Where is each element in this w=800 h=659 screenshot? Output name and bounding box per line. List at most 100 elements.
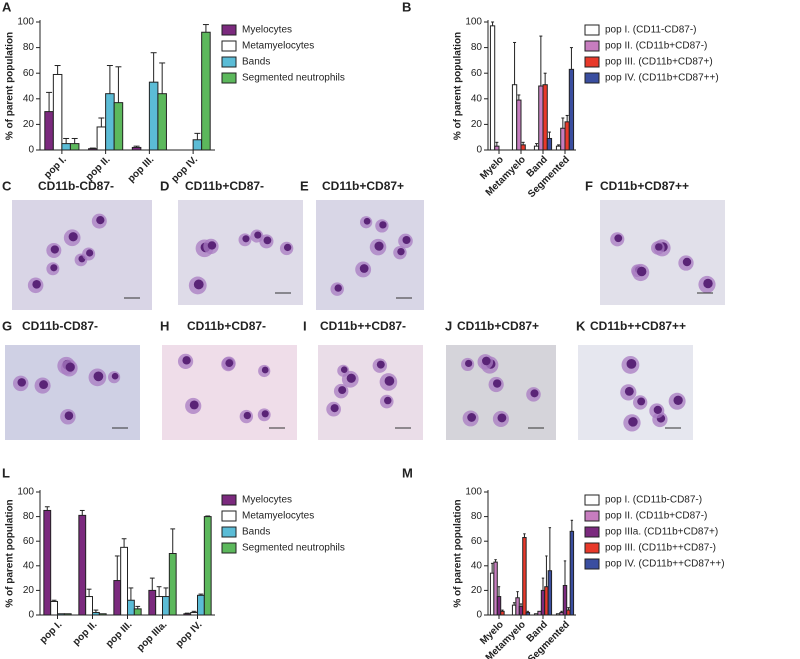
error-bar (71, 137, 78, 144)
panel-label: G (2, 318, 12, 333)
bar (201, 31, 211, 151)
error-bar (535, 143, 539, 147)
y-tick-label: 100 (465, 487, 482, 498)
legend-swatch (584, 542, 600, 554)
micrograph-title: CD11b++CD87- (320, 319, 406, 333)
legend-label: pop III. (CD11b+CD87+) (605, 57, 713, 68)
error-bar (54, 65, 61, 75)
x-tick-label: pop II. (71, 619, 100, 648)
nucleus (384, 376, 395, 386)
bar (520, 144, 526, 151)
error-bar (93, 609, 99, 613)
bar (61, 143, 71, 151)
error-bar (547, 131, 551, 139)
error-bar (98, 117, 105, 127)
error-bar (512, 602, 516, 606)
y-tick-label: 40 (23, 560, 35, 571)
nucleus (673, 395, 683, 405)
bar (516, 99, 522, 151)
panel-label: A (2, 0, 12, 14)
error-bar (106, 65, 113, 94)
bar (78, 514, 87, 616)
legend-swatch (221, 494, 237, 506)
nucleus (50, 245, 59, 254)
bar (52, 73, 63, 151)
y-tick-label: 20 (471, 119, 483, 130)
error-bar (516, 591, 519, 598)
nucleus (243, 411, 252, 420)
bar (564, 121, 570, 151)
error-bar (513, 41, 517, 85)
nucleus (703, 278, 713, 289)
error-bar (194, 132, 201, 140)
nucleus (283, 243, 292, 252)
legend-swatch (584, 510, 600, 522)
error-bar (569, 47, 573, 70)
legend-swatch (584, 494, 600, 506)
legend-swatch (221, 542, 237, 554)
error-bar (548, 527, 552, 571)
legend-swatch (584, 72, 600, 84)
nucleus (338, 386, 347, 395)
panel-label: H (160, 318, 169, 333)
error-bar (494, 559, 497, 563)
bar (515, 597, 520, 616)
legend-swatch (221, 526, 237, 538)
error-bar (191, 610, 197, 613)
nucleus (626, 358, 637, 369)
y-tick-label: 20 (23, 119, 35, 130)
bar (555, 613, 561, 616)
error-bar (79, 509, 85, 516)
panel-label: E (300, 178, 309, 193)
y-tick-label: 0 (28, 610, 34, 621)
legend-swatch (584, 24, 600, 36)
nucleus (636, 266, 647, 277)
bar (131, 146, 142, 151)
bar (522, 537, 527, 616)
nucleus (637, 397, 646, 406)
nucleus (65, 362, 75, 372)
error-bar (563, 560, 567, 586)
error-bar (567, 607, 570, 611)
error-bar (541, 577, 545, 591)
nucleus (346, 373, 356, 383)
nucleus (363, 217, 371, 225)
y-tick-label: 20 (23, 585, 35, 596)
nucleus (261, 366, 269, 374)
error-bar (523, 533, 526, 538)
nucleus (384, 396, 392, 405)
nucleus (334, 284, 342, 292)
bar (105, 93, 115, 151)
bar (494, 145, 500, 151)
bar (57, 613, 65, 616)
legend-label: pop III. (CD11b++CD87-) (605, 543, 716, 554)
bar (555, 145, 562, 151)
nucleus (340, 366, 348, 373)
bar (542, 84, 548, 151)
panel-label: L (2, 465, 10, 480)
legend-swatch (584, 558, 600, 570)
y-tick-label: 60 (471, 536, 483, 547)
y-tick-label: 0 (476, 610, 482, 621)
nucleus (261, 410, 269, 418)
y-tick-label: 40 (471, 93, 483, 104)
error-bar (205, 515, 211, 517)
legend-label: pop I. (CD11-CD87-) (605, 25, 697, 36)
bar (547, 570, 553, 616)
error-bar (565, 114, 569, 122)
bar (168, 553, 177, 616)
y-tick-label: 100 (17, 17, 34, 28)
y-tick-label: 60 (23, 68, 35, 79)
bar (511, 604, 517, 616)
legend-swatch (584, 40, 600, 52)
bar (540, 589, 546, 616)
bar (113, 580, 122, 616)
nucleus (263, 236, 272, 245)
y-tick-label: 100 (465, 17, 482, 28)
micrograph-title: CD11b+CD87+ (322, 179, 404, 193)
micrograph-title: CD11b+CD87++ (600, 179, 689, 193)
legend-swatch (221, 72, 237, 84)
error-bar (497, 586, 501, 597)
error-bar (150, 52, 157, 83)
bar (559, 612, 564, 616)
